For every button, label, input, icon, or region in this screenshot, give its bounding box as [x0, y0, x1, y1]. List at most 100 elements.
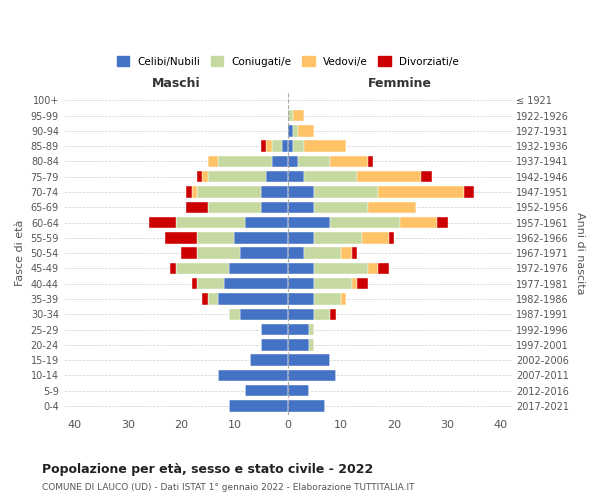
Bar	[165, 232, 197, 243]
Bar	[245, 385, 287, 396]
Bar	[266, 140, 272, 152]
Bar	[437, 217, 448, 228]
Bar	[266, 171, 287, 182]
Bar	[314, 186, 379, 198]
Bar	[197, 278, 224, 289]
Bar	[298, 125, 314, 136]
Bar	[314, 232, 362, 243]
Bar	[208, 202, 261, 213]
Bar	[176, 217, 245, 228]
Bar	[250, 354, 287, 366]
Bar	[293, 125, 298, 136]
Bar	[421, 171, 431, 182]
Bar	[368, 202, 416, 213]
Bar	[261, 186, 287, 198]
Bar	[283, 140, 287, 152]
Bar	[272, 156, 287, 167]
Bar	[368, 262, 379, 274]
Bar	[235, 232, 287, 243]
Y-axis label: Fasce di età: Fasce di età	[15, 220, 25, 286]
Bar	[287, 248, 304, 259]
Text: COMUNE DI LAUCO (UD) - Dati ISTAT 1° gennaio 2022 - Elaborazione TUTTITALIA.IT: COMUNE DI LAUCO (UD) - Dati ISTAT 1° gen…	[42, 482, 415, 492]
Bar	[197, 186, 261, 198]
Legend: Celibi/Nubili, Coniugati/e, Vedovi/e, Divorziati/e: Celibi/Nubili, Coniugati/e, Vedovi/e, Di…	[113, 52, 463, 71]
Bar	[197, 171, 202, 182]
Bar	[287, 324, 309, 336]
Bar	[245, 217, 287, 228]
Bar	[287, 339, 309, 350]
Bar	[261, 140, 266, 152]
Bar	[261, 324, 287, 336]
Bar	[272, 140, 283, 152]
Bar	[287, 308, 314, 320]
Bar	[197, 248, 240, 259]
Bar	[314, 202, 368, 213]
Bar	[218, 370, 287, 381]
Bar	[192, 278, 197, 289]
Bar	[341, 294, 346, 304]
Bar	[187, 186, 192, 198]
Bar	[170, 262, 176, 274]
Text: Femmine: Femmine	[368, 76, 431, 90]
Bar	[224, 278, 287, 289]
Bar	[309, 324, 314, 336]
Bar	[362, 232, 389, 243]
Bar	[293, 140, 304, 152]
Bar	[176, 262, 229, 274]
Bar	[287, 370, 335, 381]
Bar	[181, 248, 197, 259]
Bar	[187, 202, 208, 213]
Bar	[192, 186, 197, 198]
Bar	[293, 110, 304, 122]
Bar	[287, 171, 304, 182]
Bar	[202, 171, 208, 182]
Bar	[261, 339, 287, 350]
Bar	[287, 400, 325, 411]
Bar	[357, 171, 421, 182]
Bar	[314, 278, 352, 289]
Bar	[149, 217, 176, 228]
Bar	[261, 202, 287, 213]
Bar	[287, 125, 293, 136]
Bar	[287, 140, 293, 152]
Bar	[218, 294, 287, 304]
Bar	[287, 156, 298, 167]
Bar	[331, 217, 400, 228]
Bar	[368, 156, 373, 167]
Bar	[287, 262, 314, 274]
Bar	[287, 278, 314, 289]
Text: Maschi: Maschi	[151, 76, 200, 90]
Bar	[357, 278, 368, 289]
Bar	[287, 294, 314, 304]
Bar	[379, 186, 464, 198]
Y-axis label: Anni di nascita: Anni di nascita	[575, 212, 585, 294]
Bar	[400, 217, 437, 228]
Bar	[287, 232, 314, 243]
Bar	[379, 262, 389, 274]
Bar	[208, 294, 218, 304]
Bar	[218, 156, 272, 167]
Bar	[464, 186, 474, 198]
Bar	[202, 294, 208, 304]
Bar	[287, 186, 314, 198]
Bar	[309, 339, 314, 350]
Bar	[208, 156, 218, 167]
Bar	[287, 354, 331, 366]
Bar	[197, 232, 235, 243]
Bar	[287, 202, 314, 213]
Bar	[298, 156, 331, 167]
Bar	[208, 171, 266, 182]
Bar	[240, 308, 287, 320]
Bar	[229, 262, 287, 274]
Bar	[314, 294, 341, 304]
Bar	[229, 400, 287, 411]
Bar	[389, 232, 394, 243]
Bar	[229, 308, 240, 320]
Text: Popolazione per età, sesso e stato civile - 2022: Popolazione per età, sesso e stato civil…	[42, 462, 373, 475]
Bar	[287, 110, 293, 122]
Bar	[287, 217, 331, 228]
Bar	[304, 248, 341, 259]
Bar	[304, 171, 357, 182]
Bar	[314, 262, 368, 274]
Bar	[240, 248, 287, 259]
